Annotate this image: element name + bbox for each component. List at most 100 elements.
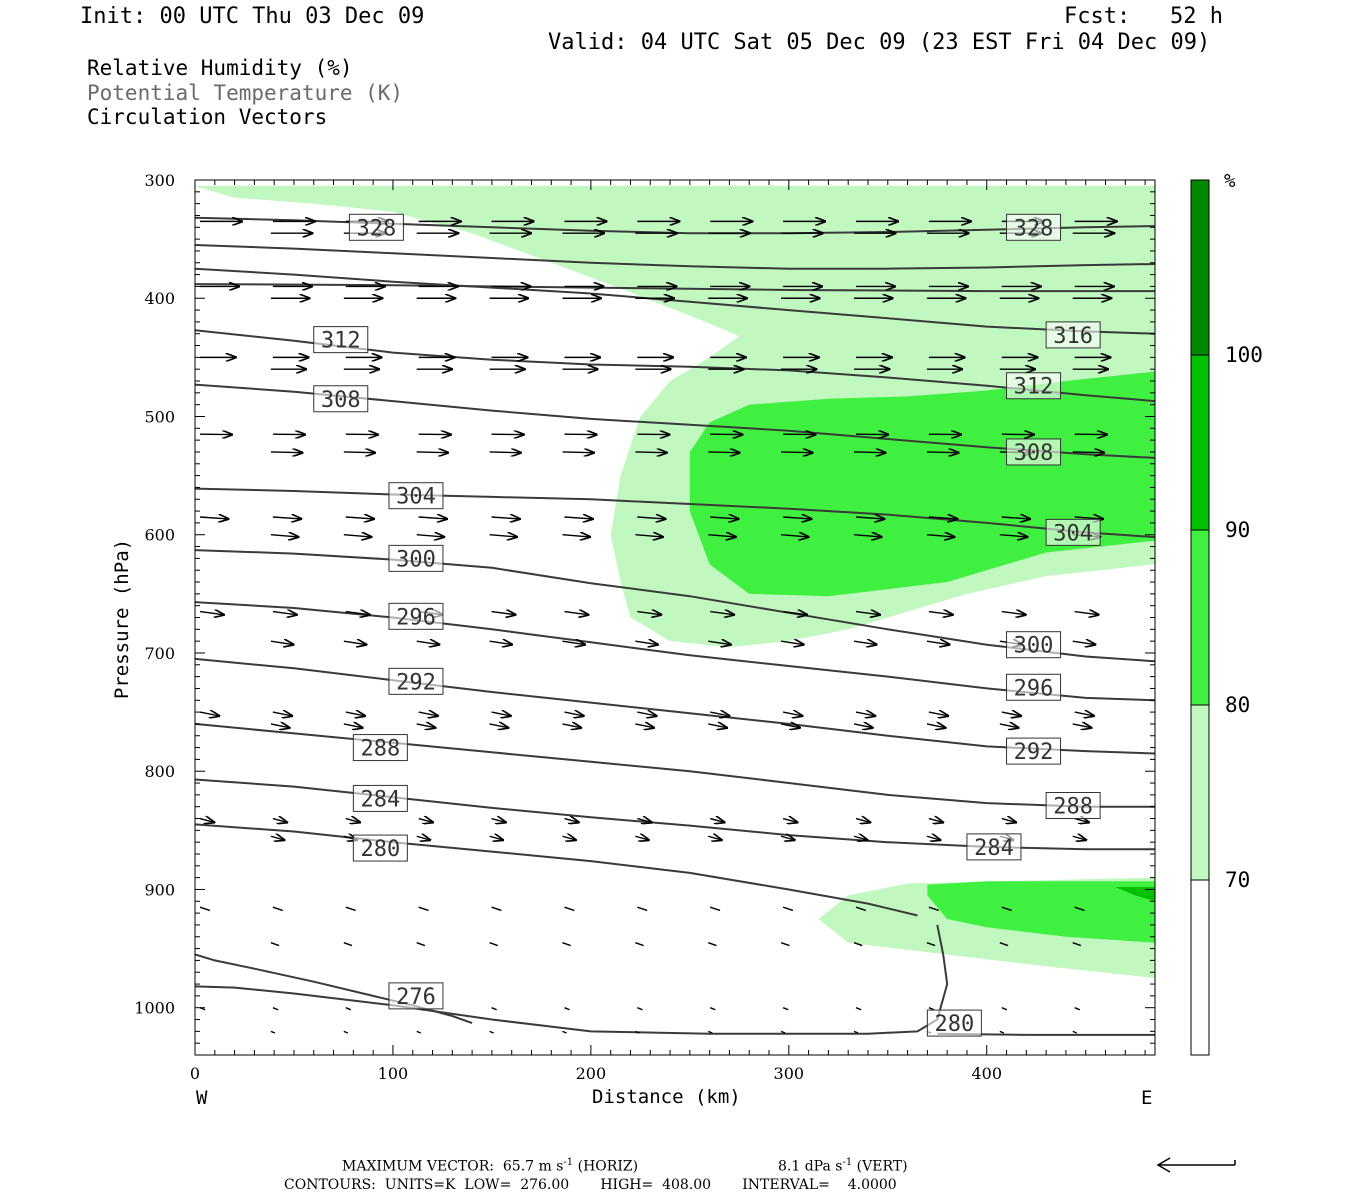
contour-label-box [1045,792,1101,820]
vector-arrow [999,724,1018,728]
vector-arrow [926,641,949,644]
vector-arrow [1072,1030,1078,1034]
contour-label-text: 308 [1014,441,1054,466]
valid-time: Valid: 04 UTC Sat 05 Dec 09 (23 EST Fri … [548,30,1211,55]
colorbar-label: 90 [1225,518,1250,542]
colorbar-segment [1191,180,1209,355]
vector-arrow [708,942,717,947]
vector-arrow [782,819,797,823]
vector-arrow [1074,819,1089,823]
circulation-vectors [199,221,1116,1034]
vector-arrow [1072,641,1095,644]
vector-arrow [855,712,875,716]
y-tick-label: 300 [144,171,175,190]
colorbar-label: 100 [1225,343,1263,367]
vector-arrow [782,1007,789,1011]
vector-arrow [708,836,721,840]
vector-arrow [199,612,224,615]
contour-label-text: 316 [1053,324,1093,349]
contour-label-box [388,982,444,1010]
contour-label-box [388,667,444,695]
contour-label-296-12: 296 [1006,673,1062,701]
vector-arrow [489,942,498,947]
contour-label-box [388,482,444,510]
vector-arrow [635,1030,640,1034]
contour-label-text: 292 [1014,740,1054,765]
contour-labels: 328 328 312 316 308 312 308 304 304 300 300 296 296 2… [313,213,1101,1037]
vector-arrow [343,535,371,537]
contour-label-288-15: 288 [352,734,408,762]
vector-arrow [783,517,811,519]
contour-label-text: 280 [360,837,400,862]
vector-arrow [1001,906,1012,912]
contour-label-text: 296 [396,605,436,630]
rh-region-80-2 [927,881,1155,943]
vector-arrow [708,641,730,644]
vector-arrow [345,1007,352,1011]
vector-arrow [637,517,665,519]
vector-arrow [928,517,957,519]
vector-arrow [489,452,521,453]
vector-arrow [928,612,953,615]
contour-label-300-10: 300 [1006,631,1062,659]
vector-arrow [854,452,885,453]
vector-arrow [1001,612,1026,615]
vector-arrow [270,836,284,840]
y-tick-label: 500 [144,407,175,426]
vector-arrow [562,942,571,947]
contour-label-text: 304 [396,485,436,510]
vector-arrow [855,1007,862,1011]
x-tick-label: 200 [576,1064,607,1083]
vector-arrow [270,535,298,537]
vector-arrow [1001,1007,1008,1011]
contour-label-box [313,326,369,354]
contour-label-296-11: 296 [388,602,444,630]
vector-arrow [564,906,575,912]
vector-arrow [999,942,1009,947]
vector-arrow [926,724,945,728]
vector-arrow [272,517,301,519]
vector-arrow [928,819,943,823]
contour-label-288-16: 288 [1045,792,1101,820]
contour-label-text: 328 [1014,216,1054,241]
contour-label-box [1006,631,1062,659]
colorbar-label: 80 [1225,693,1250,717]
vector-arrow [564,712,583,716]
vector-arrow [343,452,375,453]
vector-arrow [926,836,940,840]
rh-region-70-0 [195,185,1155,979]
vector-arrow [272,612,297,615]
contour-label-text: 308 [321,388,361,413]
vector-arrow [343,724,362,728]
vector-arrow [564,517,592,519]
vector-arrow [710,906,721,912]
contour-label-text: 328 [357,216,397,241]
vector-arrow [855,517,884,519]
vector-arrow [853,836,867,840]
contour-label-box [348,213,404,241]
contour-label-328-0: 328 [348,213,404,241]
contour-label-text: 312 [321,329,361,354]
colorbar-segment [1191,880,1209,1055]
theta-contour-280-2 [195,823,918,917]
vector-arrow [710,712,729,716]
vector-arrow [1072,724,1091,728]
vector-arrow [270,1030,276,1034]
theta-contour-304-9 [195,487,1155,539]
vector-arrow [416,535,444,537]
axes: 0 100 200 300 400 300 400 500 600 700 800 900 1000 [134,171,1155,1083]
vector-arrow [418,819,433,823]
vector-arrow [853,724,872,728]
contour-label-308-4: 308 [313,385,369,413]
contour-label-text: 292 [396,670,436,695]
vector-arrow [343,942,353,947]
vector-arrow [1001,712,1021,716]
vector-arrow [781,724,799,728]
contour-label-box [1006,673,1062,701]
vector-arrow [416,942,426,947]
vector-arrow [491,906,502,912]
vector-arrow [418,906,429,912]
vector-arrow [781,641,803,644]
vector-arrow [489,836,503,840]
contour-label-text: 288 [360,737,400,762]
